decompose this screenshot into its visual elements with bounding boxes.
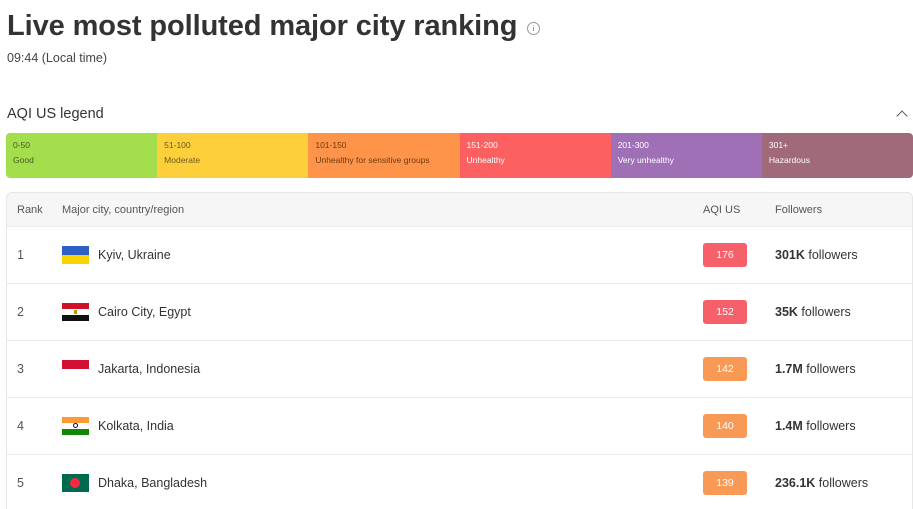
legend-label: Unhealthy for sensitive groups	[315, 155, 430, 165]
legend-title: AQI US legend	[7, 106, 104, 122]
followers-number: 1.7M	[775, 362, 803, 376]
aqi-badge: 142	[703, 357, 747, 381]
egypt-flag-icon	[62, 303, 89, 321]
legend-label: Unhealthy	[466, 155, 505, 165]
header-followers: Followers	[775, 203, 823, 216]
rank-number: 3	[17, 362, 24, 376]
aqi-badge: 176	[703, 243, 747, 267]
legend-header[interactable]: AQI US legend	[7, 104, 909, 124]
followers-number: 35K	[775, 305, 798, 319]
followers-number: 236.1K	[775, 476, 816, 490]
legend-range: 301+	[768, 140, 789, 150]
rank-number: 5	[17, 476, 24, 490]
table-row[interactable]: 1 Kyiv, Ukraine 176 301K followers	[7, 227, 912, 284]
legend-range: 0-50	[13, 140, 31, 150]
header-city: Major city, country/region	[62, 203, 185, 216]
followers-count: 236.1K followers	[775, 476, 868, 490]
city-name[interactable]: Jakarta, Indonesia	[98, 362, 201, 376]
followers-number: 1.4M	[775, 419, 803, 433]
legend-segment-good: 0-50 Good	[6, 133, 158, 178]
legend-segment-very-unhealthy: 201-300 Very unhealthy	[610, 133, 762, 178]
legend-segment-unhealthy: 151-200 Unhealthy	[459, 133, 611, 178]
aqi-badge: 140	[703, 414, 747, 438]
table-header: Rank Major city, country/region AQI US F…	[7, 193, 912, 227]
legend-segment-unhealthy-sensitive: 101-150 Unhealthy for sensitive groups	[308, 133, 460, 178]
table-row[interactable]: 5 Dhaka, Bangladesh 139 236.1K followers	[7, 455, 912, 509]
legend-label: Hazardous	[768, 155, 810, 165]
city-name[interactable]: Cairo City, Egypt	[98, 305, 191, 319]
india-flag-icon	[62, 417, 89, 435]
city-name[interactable]: Kyiv, Ukraine	[98, 248, 171, 262]
rank-number: 4	[17, 419, 24, 433]
aqi-badge: 152	[703, 300, 747, 324]
table-row[interactable]: 4 Kolkata, India 140 1.4M followers	[7, 398, 912, 455]
followers-count: 301K followers	[775, 248, 858, 262]
legend-range: 51-100	[164, 140, 191, 150]
info-icon[interactable]	[527, 21, 541, 35]
local-time: 09:44 (Local time)	[7, 51, 108, 65]
table-row[interactable]: 2 Cairo City, Egypt 152 35K followers	[7, 284, 912, 341]
legend-range: 201-300	[617, 140, 649, 150]
chevron-up-icon[interactable]	[895, 107, 909, 121]
header-aqi[interactable]: AQI US	[703, 203, 741, 216]
followers-suffix: followers	[804, 248, 858, 262]
title-row: Live most polluted major city ranking	[7, 6, 541, 46]
legend-segment-hazardous: 301+ Hazardous	[761, 133, 913, 178]
followers-number: 301K	[775, 248, 805, 262]
followers-suffix: followers	[815, 476, 869, 490]
city-name[interactable]: Kolkata, India	[98, 419, 174, 433]
indonesia-flag-icon	[62, 360, 89, 378]
legend-segment-moderate: 51-100 Moderate	[157, 133, 309, 178]
followers-suffix: followers	[802, 419, 856, 433]
followers-suffix: followers	[797, 305, 851, 319]
legend-range: 101-150	[315, 140, 347, 150]
table-row[interactable]: 3 Jakarta, Indonesia 142 1.7M followers	[7, 341, 912, 398]
aqi-badge: 139	[703, 471, 747, 495]
page-title: Live most polluted major city ranking	[7, 9, 518, 42]
rank-number: 2	[17, 305, 24, 319]
rank-number: 1	[17, 248, 24, 262]
followers-count: 1.7M followers	[775, 362, 856, 376]
legend-label: Very unhealthy	[617, 155, 674, 165]
ranking-table: Rank Major city, country/region AQI US F…	[6, 192, 913, 509]
ukraine-flag-icon	[62, 246, 89, 264]
header-rank: Rank	[17, 203, 43, 216]
aqi-legend-bar: 0-50 Good 51-100 Moderate 101-150 Unheal…	[6, 133, 913, 178]
followers-suffix: followers	[802, 362, 856, 376]
legend-label: Good	[13, 155, 34, 165]
legend-label: Moderate	[164, 155, 201, 165]
city-name[interactable]: Dhaka, Bangladesh	[98, 476, 208, 490]
legend-range: 151-200	[466, 140, 498, 150]
bangladesh-flag-icon	[62, 474, 89, 492]
followers-count: 1.4M followers	[775, 419, 856, 433]
followers-count: 35K followers	[775, 305, 851, 319]
